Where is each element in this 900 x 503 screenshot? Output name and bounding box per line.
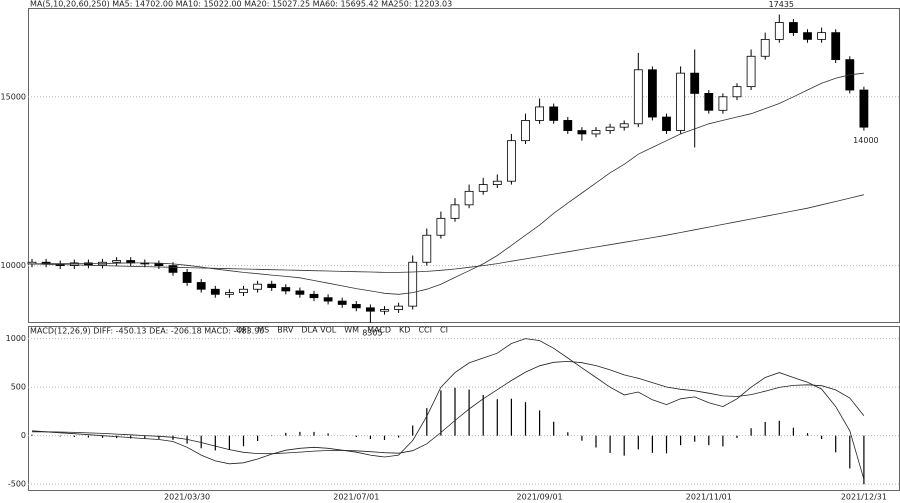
candle-body [422,234,432,263]
candle-body [521,120,530,142]
indicator-tab[interactable]: OFI [236,326,249,335]
indicator-tab[interactable]: KD [399,326,410,335]
candle-body [323,297,333,302]
candle-body [732,86,742,98]
candle-body [182,271,192,283]
candle-body [436,217,446,236]
indicator-tab[interactable]: CCI [418,326,432,335]
candle-body [408,261,418,307]
candle-body [549,106,559,121]
candle-body [154,263,164,267]
candle-body [704,93,714,111]
macd-title: MACD(12,26,9) DIFF: -450.13 DEA: -206.18… [30,327,264,336]
y-tick-label: 0 [21,431,26,440]
candle-body [789,22,798,34]
candle-body [563,120,573,131]
candle-body [662,116,671,131]
ma-line [31,72,864,295]
candle-body [577,130,587,135]
candle-body [718,96,728,111]
annotation: 14000 [853,136,878,145]
x-tick-label: 2021/03/30 [164,493,210,502]
y-tick-label: 15000 [1,92,26,101]
candle-body [478,184,488,192]
indicator-tab[interactable]: MS [257,326,269,335]
x-tick-label: 2021/07/01 [333,493,379,502]
candle-body [803,32,812,40]
candle-body [774,22,784,40]
candle-body [619,123,629,128]
candle-body [690,72,700,94]
x-tick-label: 2021/11/01 [686,493,732,502]
candle-body [380,309,389,312]
annotation: 17435 [769,0,794,9]
x-tick-label: 2021/09/01 [517,493,563,502]
candle-body [365,307,375,312]
candle-body [309,293,319,299]
candle-body [633,69,643,125]
y-tick-label: -500 [8,480,26,489]
indicator-tab[interactable]: WM [344,326,359,335]
candle-body [239,288,248,294]
candle-body [591,130,601,135]
ma-line [31,194,864,273]
candle-body [676,72,685,131]
y-tick-label: 10000 [1,261,26,270]
candle-body [351,304,361,309]
x-tick-label: 2021/12/31 [841,493,887,502]
main-title: MA(5,10,20,60,250) MA5: 14702.00 MA10: 1… [30,0,452,9]
candle-body [506,140,516,182]
candle-body [817,32,826,40]
macd-frame [28,326,900,491]
candle-body [69,262,79,267]
indicator-tab[interactable]: DLA VOL [301,326,336,335]
candle-body [168,265,178,273]
candle-body [760,38,770,57]
candle-body [112,260,121,263]
candle-body [337,300,347,305]
candle-body [535,106,544,121]
candle-body [253,283,263,290]
candle-body [450,204,460,219]
candle-body [224,292,234,295]
candle-body [492,180,502,185]
indicator-tab[interactable]: CI [440,326,448,335]
candle-body [831,32,841,61]
candle-body [746,55,756,88]
candle-body [605,126,615,131]
indicator-tab[interactable]: MACD [367,326,391,335]
candle-body [196,282,206,290]
candle-body [394,305,404,310]
ma-line [31,338,865,480]
ma-line [32,360,865,455]
annotation: 8305 [362,328,382,337]
candle-body [295,290,305,295]
y-tick-label: 1000 [6,334,26,343]
candle-body [648,69,657,118]
candle-body [464,190,474,206]
candle-body [859,89,869,128]
candle-body [267,283,277,288]
indicator-tab[interactable]: BRV [277,326,294,335]
candle-body [210,288,220,295]
y-tick-label: 500 [11,383,26,392]
candle-body [281,287,291,292]
